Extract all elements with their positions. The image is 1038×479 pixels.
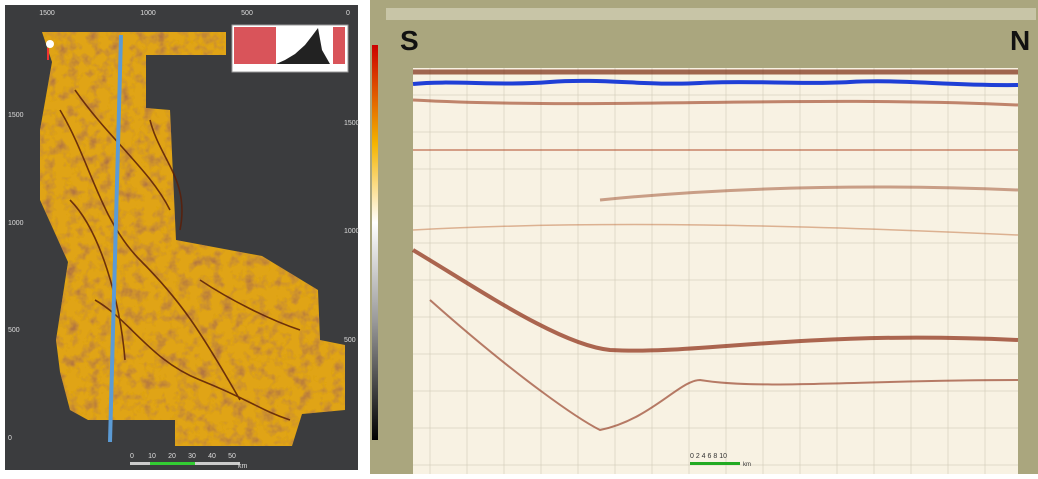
scale-label: 10	[148, 453, 156, 460]
right-axis-label: 1000	[344, 228, 360, 235]
color-bar	[372, 45, 378, 440]
section-panel: S N 0 2 4 6 8 10 km	[370, 0, 1038, 474]
figure: 1500 1000 500 0 1500 1000 500 0 1500 1000 500 0 10 20…	[0, 0, 1038, 474]
scale-label: 50	[228, 453, 236, 460]
left-axis-label: 1000	[8, 220, 24, 227]
scale-label: 30	[188, 453, 196, 460]
map-panel: 1500 1000 500 0 1500 1000 500 0 1500 1000 500 0 10 20…	[0, 0, 363, 474]
scale-bar-segment	[150, 462, 195, 465]
top-axis-label: 0	[346, 10, 350, 17]
top-axis-label: 500	[241, 10, 253, 17]
north-label: N	[1010, 25, 1030, 56]
scale-label: 20	[168, 453, 176, 460]
scale-label: 40	[208, 453, 216, 460]
ruler	[386, 8, 1036, 20]
scale-unit: km	[238, 463, 248, 470]
top-axis-label: 1500	[39, 10, 55, 17]
left-axis-label: 0	[8, 435, 12, 442]
right-axis-label: 500	[344, 337, 356, 344]
scale-label: 0	[130, 453, 134, 460]
left-axis-label: 500	[8, 327, 20, 334]
section-scale-bar	[690, 462, 740, 465]
histogram-clip-low	[234, 27, 276, 64]
section-scale-labels: 0 2 4 6 8 10	[690, 453, 727, 460]
page: {"left_panel":{"top_axis":["1500","1000"…	[0, 0, 1038, 474]
section-scale-unit: km	[743, 462, 751, 468]
south-label: S	[400, 25, 419, 56]
right-axis-label: 1500	[344, 120, 360, 127]
left-axis-label: 1500	[8, 112, 24, 119]
histogram-clip-high	[333, 27, 345, 64]
top-axis-label: 1000	[140, 10, 156, 17]
compass	[46, 40, 54, 48]
